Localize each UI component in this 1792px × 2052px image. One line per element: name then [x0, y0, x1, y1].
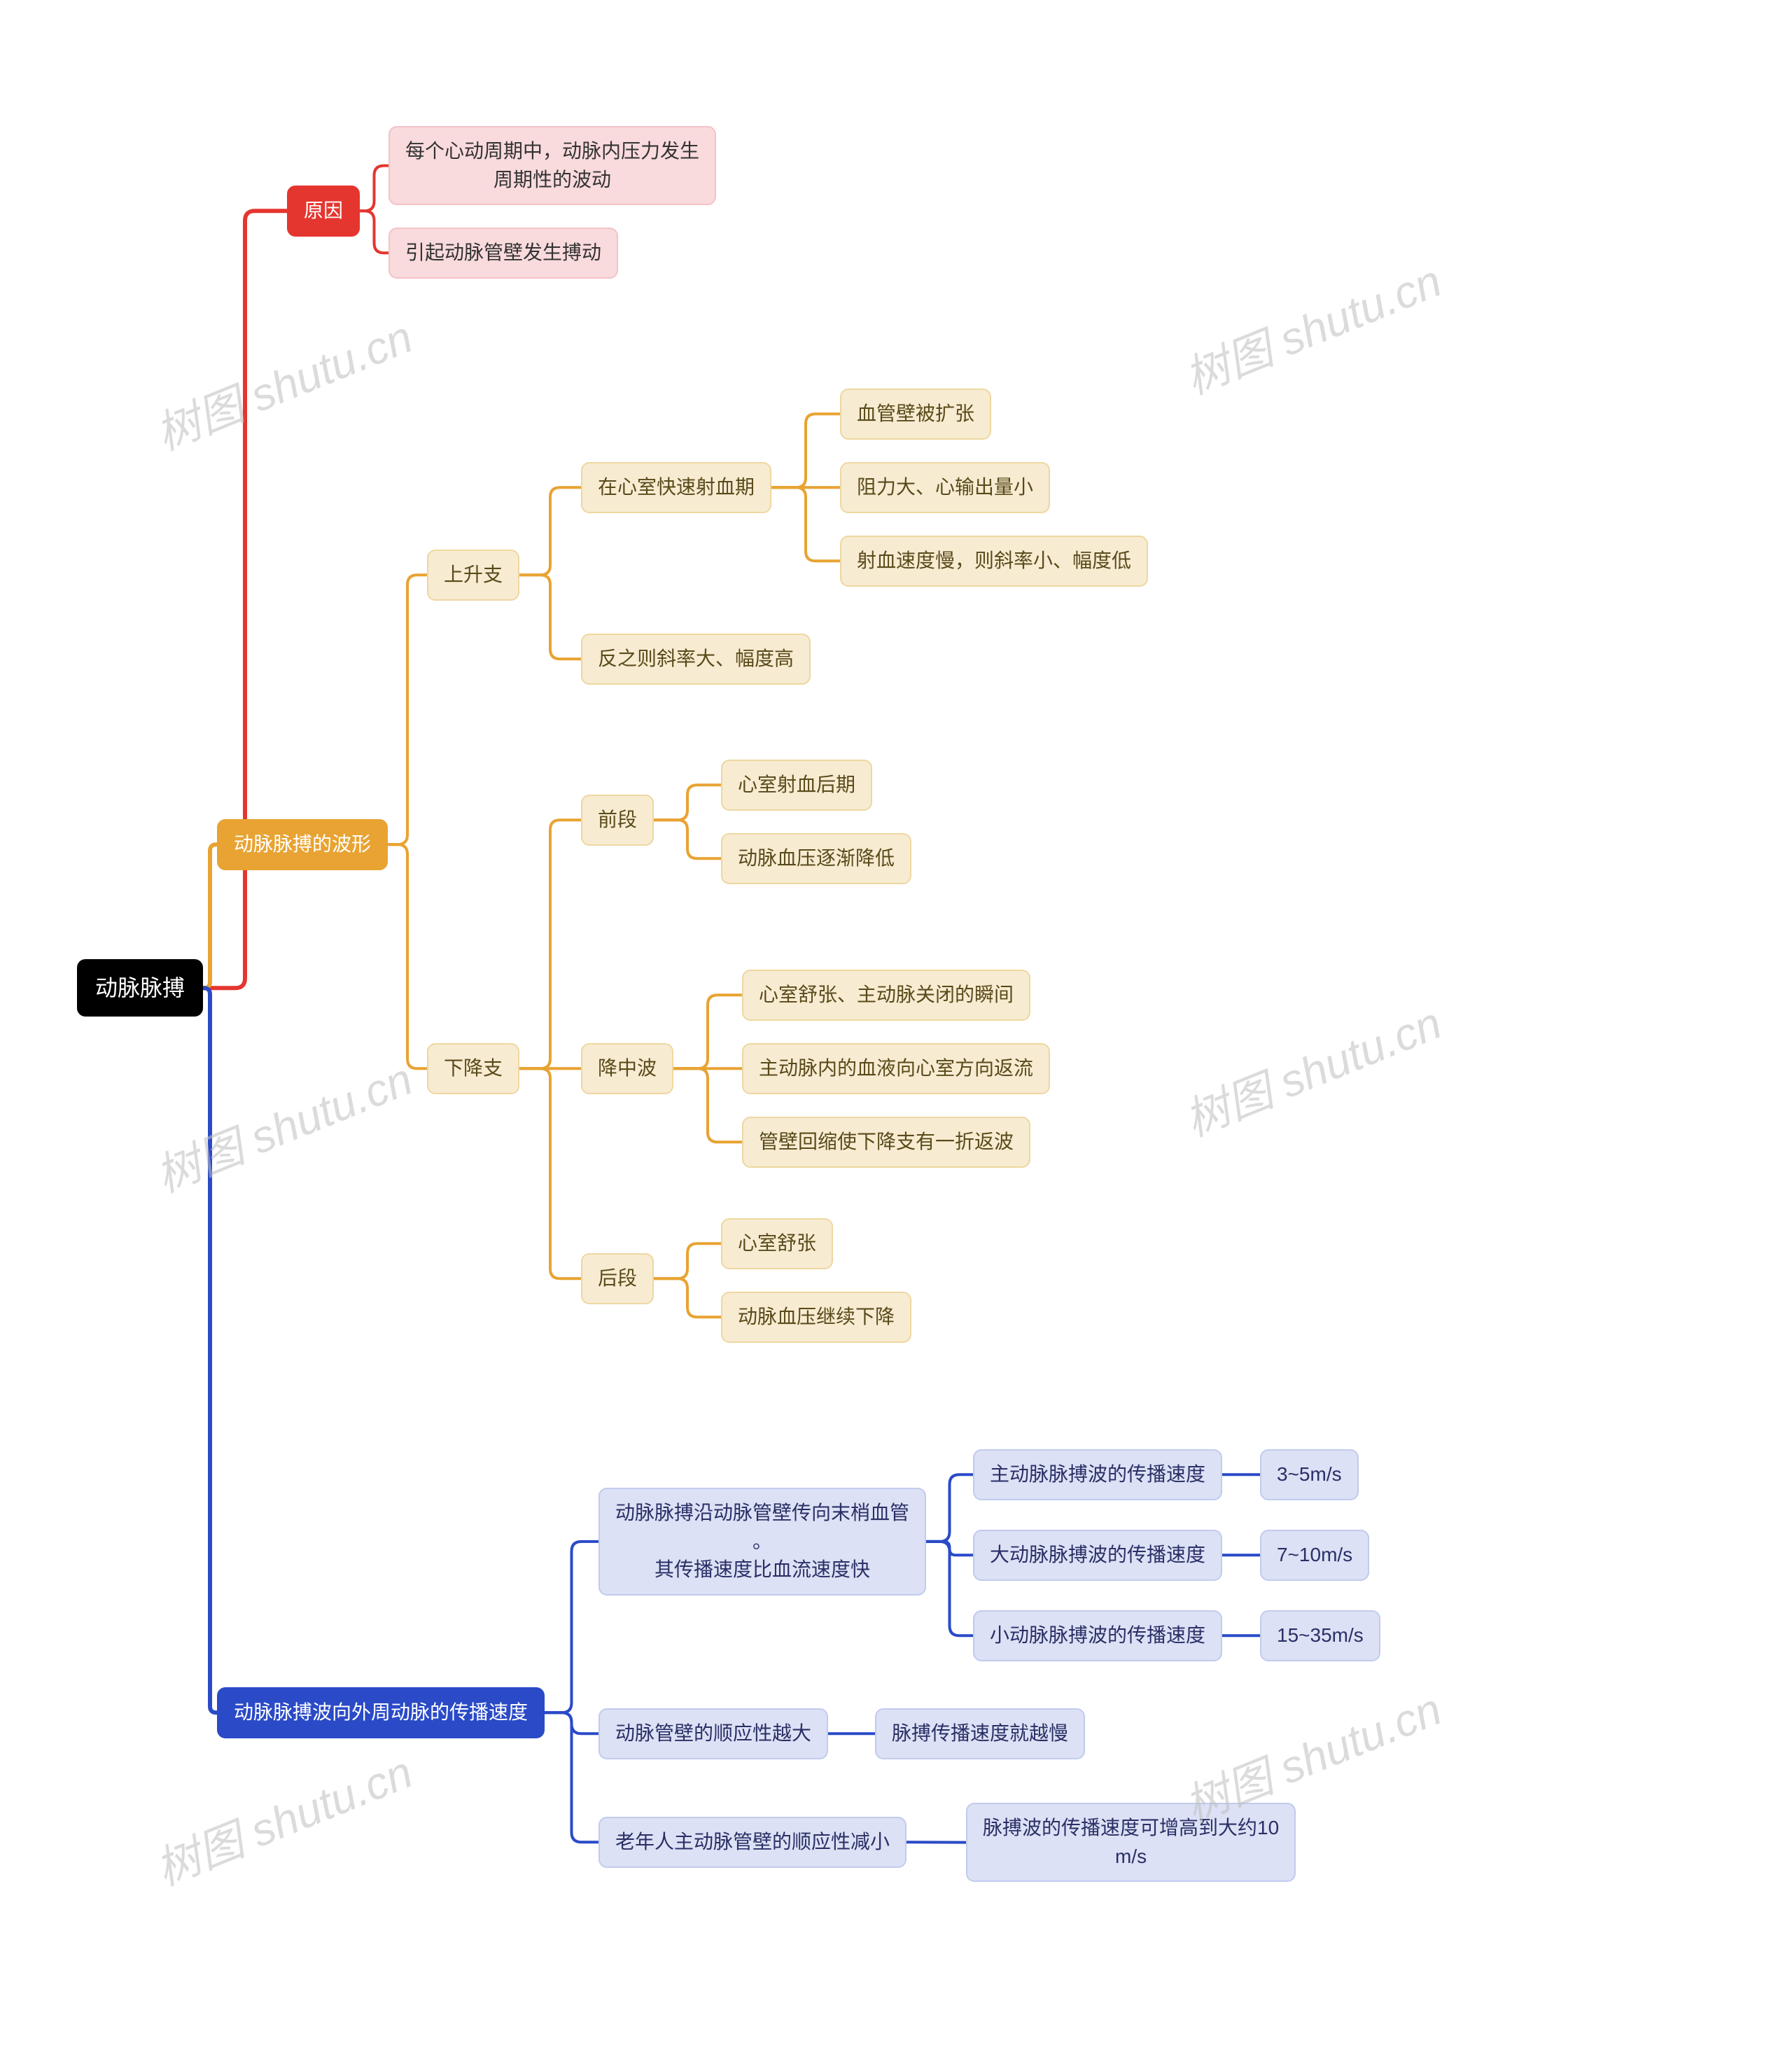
- connector: [519, 1068, 581, 1278]
- mindmap-node: 大动脉脉搏波的传播速度: [973, 1530, 1222, 1581]
- mindmap-node: 老年人主动脉管壁的顺应性减小: [598, 1817, 906, 1868]
- mindmap-node: 反之则斜率大、幅度高: [581, 634, 811, 685]
- mindmap-root: 动脉脉搏: [77, 959, 203, 1017]
- connector: [360, 211, 388, 253]
- connector: [203, 988, 217, 1712]
- watermark: 树图 shutu.cn: [145, 302, 421, 463]
- mindmap-node: 在心室快速射血期: [581, 462, 771, 513]
- watermark: 树图 shutu.cn: [145, 1044, 421, 1206]
- mindmap-node: 管壁回缩使下降支有一折返波: [742, 1117, 1030, 1168]
- mindmap-node: 原因: [287, 186, 360, 237]
- mindmap-node: 3~5m/s: [1260, 1449, 1359, 1500]
- connector: [203, 844, 217, 988]
- mindmap-node: 降中波: [581, 1043, 673, 1094]
- connector: [654, 785, 721, 820]
- mindmap-node: 动脉管壁的顺应性越大: [598, 1708, 828, 1759]
- mindmap-node: 动脉脉搏波向外周动脉的传播速度: [217, 1687, 545, 1738]
- mindmap-node: 下降支: [427, 1043, 519, 1094]
- mindmap-node: 主动脉脉搏波的传播速度: [973, 1449, 1222, 1500]
- watermark: 树图 shutu.cn: [145, 1737, 421, 1899]
- connector: [545, 1542, 598, 1712]
- mindmap-node: 动脉脉搏沿动脉管壁传向末梢血管 。 其传播速度比血流速度快: [598, 1488, 926, 1596]
- mindmap-node: 引起动脉管壁发生搏动: [388, 228, 618, 279]
- mindmap-node: 动脉脉搏的波形: [217, 819, 388, 870]
- connector: [388, 575, 427, 844]
- connector: [926, 1474, 973, 1542]
- connector: [926, 1542, 973, 1635]
- connector: [203, 211, 287, 988]
- watermark: 树图 shutu.cn: [1174, 246, 1450, 407]
- connector: [771, 487, 840, 561]
- connector: [545, 1712, 598, 1733]
- connector: [388, 844, 427, 1068]
- mindmap-node: 主动脉内的血液向心室方向返流: [742, 1043, 1050, 1094]
- mindmap-node: 阻力大、心输出量小: [840, 462, 1050, 513]
- mindmap-node: 15~35m/s: [1260, 1610, 1380, 1661]
- connector: [926, 1542, 973, 1555]
- mindmap-node: 心室射血后期: [721, 760, 872, 811]
- mindmap-node: 心室舒张、主动脉关闭的瞬间: [742, 970, 1030, 1021]
- connector: [771, 414, 840, 487]
- mindmap-node: 心室舒张: [721, 1218, 833, 1269]
- watermark: 树图 shutu.cn: [1174, 1674, 1450, 1836]
- mindmap-node: 脉搏传播速度就越慢: [875, 1708, 1085, 1759]
- mindmap-node: 小动脉脉搏波的传播速度: [973, 1610, 1222, 1661]
- connector: [673, 995, 742, 1068]
- mindmap-node: 前段: [581, 795, 654, 846]
- connector: [654, 1278, 721, 1317]
- mindmap-node: 上升支: [427, 550, 519, 601]
- mindmap-node: 血管壁被扩张: [840, 389, 991, 440]
- connector: [545, 1712, 598, 1842]
- mindmap-node: 射血速度慢，则斜率小、幅度低: [840, 536, 1148, 587]
- connector: [519, 820, 581, 1068]
- connector: [519, 575, 581, 659]
- connector: [673, 1068, 742, 1142]
- watermark: 树图 shutu.cn: [1174, 988, 1450, 1150]
- connector: [654, 820, 721, 858]
- connector: [654, 1243, 721, 1278]
- mindmap-node: 动脉血压继续下降: [721, 1292, 911, 1343]
- mindmap-node: 7~10m/s: [1260, 1530, 1369, 1581]
- connector: [519, 487, 581, 575]
- mindmap-node: 每个心动周期中，动脉内压力发生 周期性的波动: [388, 126, 716, 205]
- mindmap-node: 动脉血压逐渐降低: [721, 833, 911, 884]
- connector: [360, 166, 388, 211]
- mindmap-node: 后段: [581, 1253, 654, 1304]
